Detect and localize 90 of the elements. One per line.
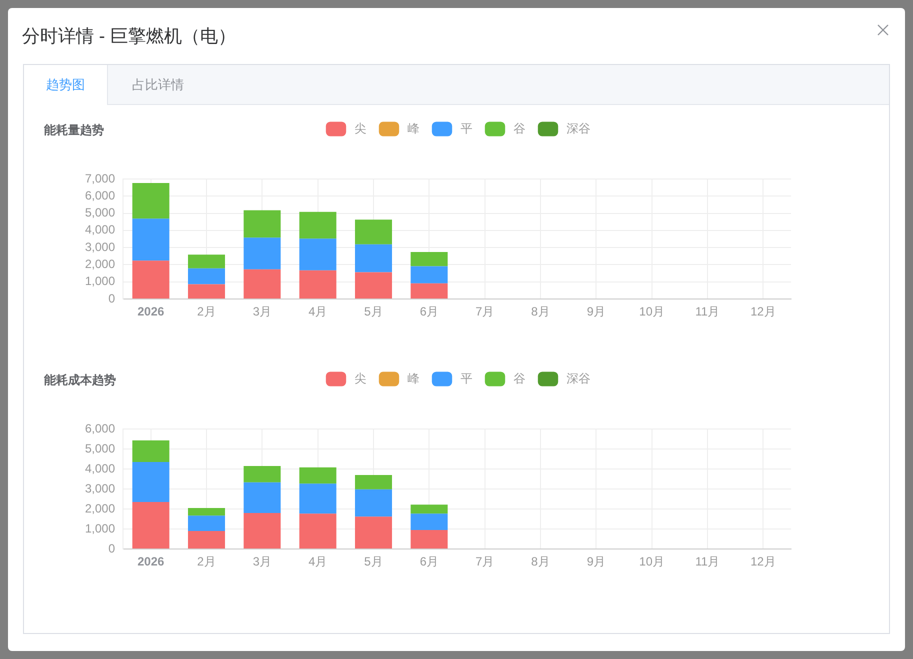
bar bbox=[188, 254, 226, 268]
x-tick-label: 9月 bbox=[586, 554, 606, 569]
bar bbox=[299, 270, 336, 298]
y-tick-label: 1,000 bbox=[84, 274, 116, 288]
bar bbox=[244, 466, 281, 482]
x-tick-label: 6月 bbox=[420, 554, 439, 569]
y-tick-label: 7,000 bbox=[84, 171, 116, 186]
bar bbox=[132, 440, 170, 462]
bar bbox=[132, 502, 170, 548]
y-tick-label: 6,000 bbox=[84, 421, 116, 436]
y-tick-label: 0 bbox=[108, 541, 116, 556]
legend-label: 峰 bbox=[408, 121, 420, 136]
bar bbox=[188, 531, 226, 548]
x-tick-label: 5月 bbox=[364, 554, 383, 569]
y-tick-label: 1,000 bbox=[84, 521, 116, 536]
chart-title: 能耗量趋势 bbox=[44, 122, 104, 138]
text: 分时详情 - 巨擎燃机（电） bbox=[22, 25, 236, 48]
x-tick-label: 2026 bbox=[137, 304, 165, 319]
bar bbox=[354, 272, 392, 298]
chart-title: 能耗成本趋势 bbox=[44, 372, 116, 388]
y-tick-label: 2,000 bbox=[84, 257, 116, 272]
legend-label: 尖 bbox=[354, 121, 366, 136]
y-tick-label: 2,000 bbox=[84, 501, 116, 516]
text: 占比详情 bbox=[131, 76, 185, 94]
bar bbox=[132, 260, 170, 298]
x-tick-label: 8月 bbox=[531, 304, 550, 319]
bar bbox=[188, 508, 226, 516]
x-tick-label: 10月 bbox=[639, 554, 665, 569]
y-tick-label: 0 bbox=[108, 291, 116, 306]
x-tick-label: 9月 bbox=[586, 304, 606, 319]
legend-label: 峰 bbox=[408, 371, 420, 386]
bar bbox=[299, 212, 336, 239]
bar bbox=[354, 489, 392, 517]
bar bbox=[188, 284, 226, 298]
bar bbox=[410, 514, 448, 530]
bar bbox=[410, 283, 448, 298]
bar bbox=[244, 513, 281, 548]
bar bbox=[132, 462, 170, 502]
bar bbox=[188, 268, 226, 284]
bar bbox=[132, 218, 170, 261]
bar bbox=[354, 475, 392, 490]
x-tick-label: 7月 bbox=[475, 554, 494, 569]
y-tick-label: 5,000 bbox=[84, 206, 116, 220]
bar bbox=[299, 467, 336, 484]
x-tick-label: 12月 bbox=[750, 304, 776, 319]
bar bbox=[244, 482, 281, 513]
x-tick-label: 5月 bbox=[364, 304, 383, 319]
bar bbox=[244, 269, 281, 298]
y-tick-label: 4,000 bbox=[84, 222, 116, 237]
x-tick-label: 7月 bbox=[475, 304, 494, 319]
x-tick-label: 4月 bbox=[308, 304, 328, 319]
bar bbox=[410, 504, 448, 514]
x-tick-label: 6月 bbox=[420, 304, 439, 319]
legend-label: 谷 bbox=[514, 371, 526, 386]
bar bbox=[410, 266, 448, 284]
bar bbox=[410, 252, 448, 266]
bar bbox=[188, 516, 226, 531]
x-tick-label: 8月 bbox=[531, 554, 550, 569]
legend-label: 尖 bbox=[354, 371, 366, 386]
bar bbox=[299, 238, 336, 270]
bar bbox=[299, 484, 336, 514]
legend-label: 平 bbox=[460, 371, 472, 386]
x-tick-label: 11月 bbox=[695, 554, 720, 569]
x-tick-label: 3月 bbox=[252, 554, 272, 569]
x-tick-label: 2月 bbox=[197, 304, 216, 319]
legend-label: 平 bbox=[460, 121, 472, 136]
y-tick-label: 6,000 bbox=[84, 188, 116, 202]
bar bbox=[244, 238, 281, 270]
x-tick-label: 2月 bbox=[197, 554, 216, 569]
y-tick-label: 3,000 bbox=[84, 240, 116, 254]
y-tick-label: 5,000 bbox=[84, 441, 116, 456]
bar bbox=[299, 514, 336, 548]
y-tick-label: 3,000 bbox=[84, 481, 116, 496]
y-tick-label: 4,000 bbox=[84, 461, 116, 476]
x-tick-label: 10月 bbox=[639, 304, 665, 319]
x-tick-label: 4月 bbox=[308, 554, 328, 569]
legend-label: 深谷 bbox=[566, 371, 590, 386]
bar bbox=[244, 210, 281, 238]
legend-label: 谷 bbox=[514, 121, 526, 136]
bar bbox=[132, 182, 170, 219]
legend-label: 深谷 bbox=[566, 121, 590, 136]
x-tick-label: 3月 bbox=[252, 304, 272, 319]
x-tick-label: 12月 bbox=[750, 554, 776, 569]
text: 趋势图 bbox=[24, 65, 108, 105]
x-tick-label: 2026 bbox=[137, 554, 165, 569]
bar bbox=[354, 220, 392, 244]
x-tick-label: 11月 bbox=[695, 304, 720, 319]
bar bbox=[354, 244, 392, 272]
bar bbox=[354, 516, 392, 548]
bar bbox=[410, 530, 448, 548]
